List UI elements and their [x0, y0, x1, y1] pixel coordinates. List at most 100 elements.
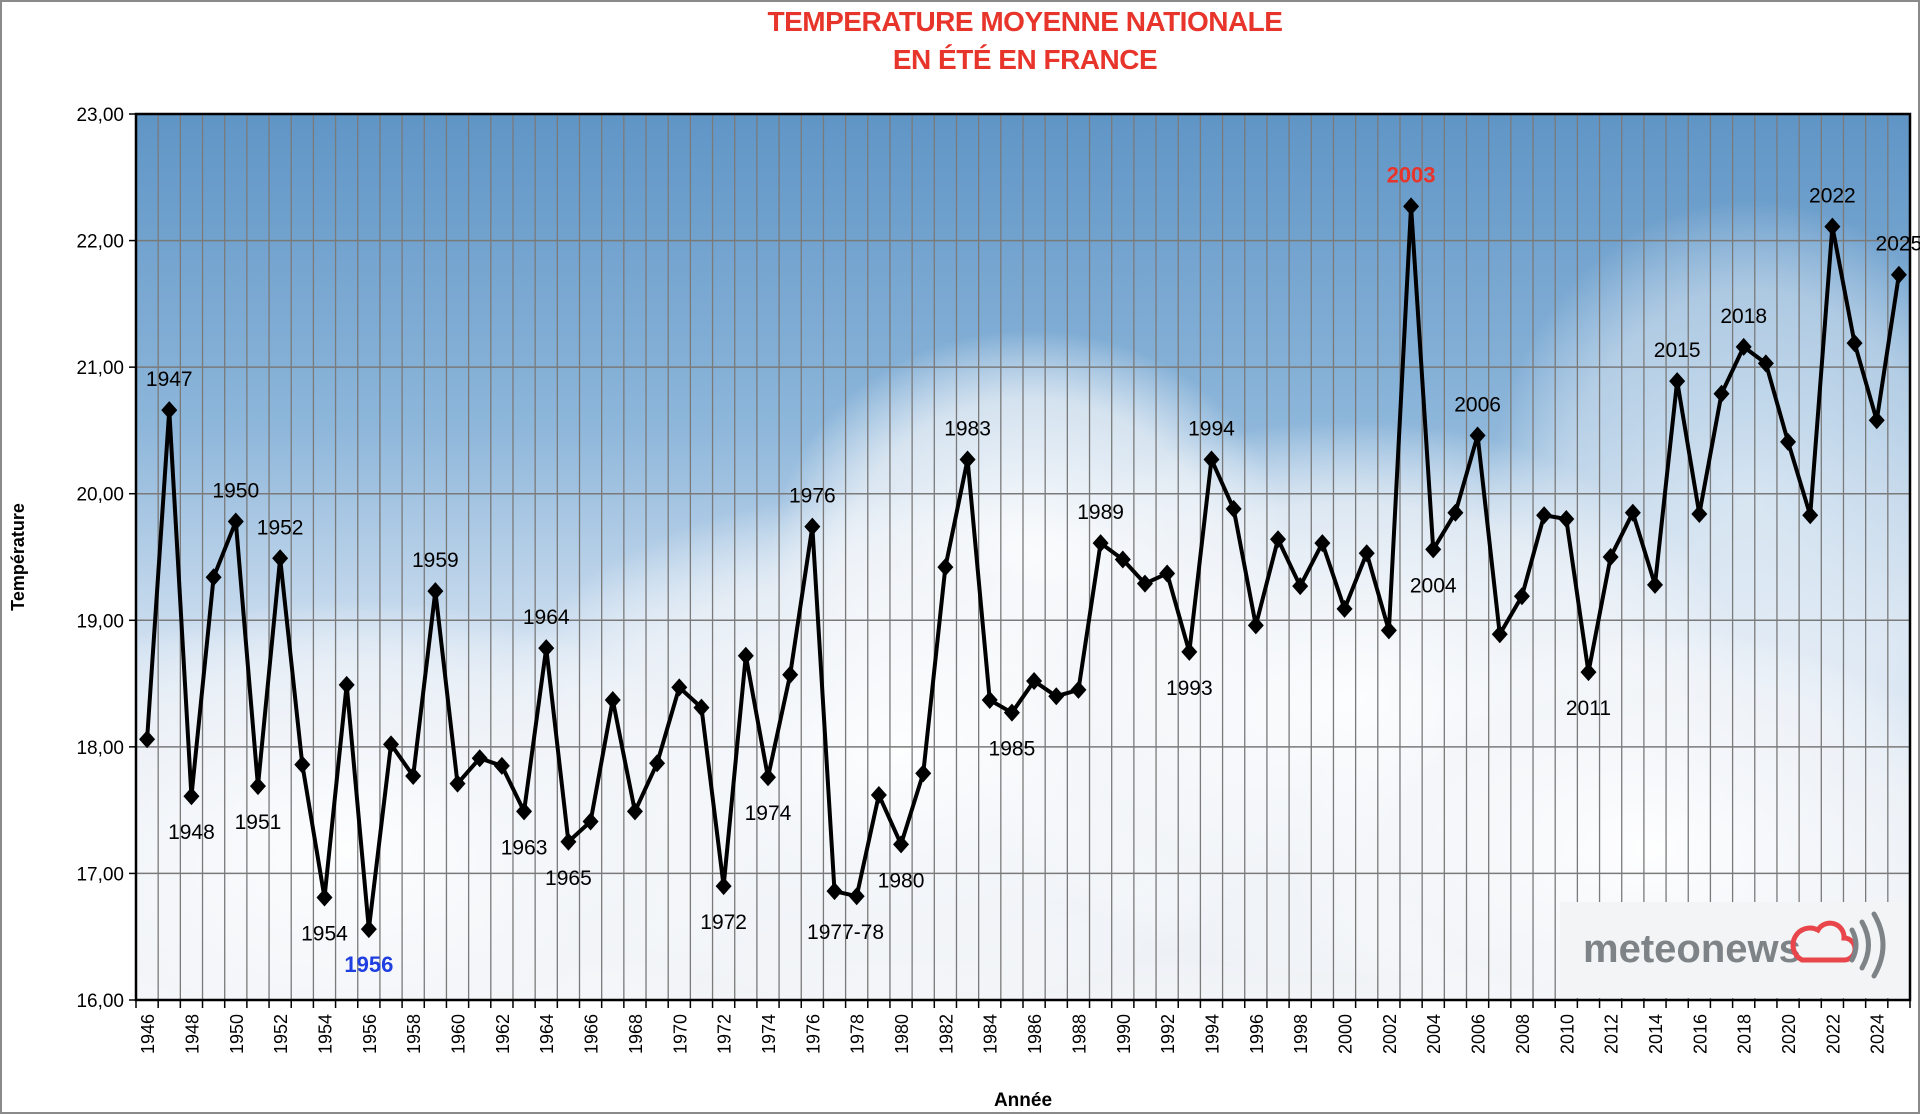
x-tick-label: 1958 — [404, 1014, 424, 1054]
data-point-1998 — [1292, 577, 1309, 596]
data-point-1956 — [360, 920, 377, 939]
annotation-2011: 2011 — [1566, 697, 1611, 720]
x-tick-label: 1994 — [1202, 1014, 1222, 1054]
data-point-1969 — [649, 754, 666, 773]
x-tick-label: 2010 — [1557, 1014, 1577, 1054]
data-point-1968 — [626, 802, 643, 821]
x-tick-label: 2016 — [1690, 1014, 1710, 1054]
data-point-1958 — [405, 766, 422, 785]
data-point-1975 — [782, 665, 799, 684]
data-point-2022 — [1824, 217, 1841, 236]
data-point-1967 — [604, 691, 621, 710]
annotation-1956: 1956 — [344, 952, 393, 977]
data-point-1986 — [1026, 672, 1043, 691]
data-point-1996 — [1247, 616, 1264, 635]
data-point-2019 — [1757, 354, 1774, 373]
data-point-2006 — [1469, 426, 1486, 445]
annotation-1974: 1974 — [745, 802, 792, 825]
data-point-1990 — [1114, 550, 1131, 569]
data-point-2024 — [1868, 411, 1885, 430]
x-tick-label: 2006 — [1469, 1014, 1489, 1054]
x-tick-label: 1952 — [271, 1014, 291, 1054]
data-point-1962 — [493, 756, 510, 775]
x-tick-label: 2018 — [1735, 1014, 1755, 1054]
data-point-1991 — [1136, 574, 1153, 593]
data-point-2020 — [1780, 432, 1797, 451]
x-tick-label: 1956 — [360, 1014, 380, 1054]
data-point-2013 — [1624, 503, 1641, 522]
data-point-1972 — [715, 877, 732, 896]
data-point-1994 — [1203, 450, 1220, 469]
annotation-1950: 1950 — [212, 480, 259, 503]
axes: 16,00 17,00 18,00 19,00 20,00 21,00 22,00 23,00… — [76, 105, 1912, 1054]
chart-title-line2: EN ÉTÉ EN FRANCE — [892, 44, 1158, 75]
data-point-1953 — [294, 755, 311, 774]
data-point-1965 — [560, 832, 577, 851]
y-axis-label: Température — [8, 503, 28, 611]
y-tick-label: 23,00 — [76, 105, 124, 126]
data-point-1978 — [848, 887, 865, 906]
data-point-1982 — [937, 558, 954, 577]
data-point-2021 — [1802, 506, 1819, 525]
y-tick-label: 20,00 — [76, 485, 124, 506]
data-point-2009 — [1536, 506, 1553, 525]
x-tick-label: 2020 — [1779, 1014, 1799, 1054]
annotation-1952: 1952 — [257, 516, 304, 539]
data-point-1952 — [272, 549, 289, 568]
annotation-2025: 2025 — [1876, 233, 1920, 256]
data-point-1988 — [1070, 680, 1087, 699]
data-point-1977 — [826, 882, 843, 901]
temperature-series — [139, 197, 1907, 939]
annotation-1976: 1976 — [789, 485, 836, 508]
data-point-2014 — [1646, 575, 1663, 594]
annotation-1965: 1965 — [545, 867, 592, 890]
chart-title-line1: TEMPERATURE MOYENNE NATIONALE — [767, 6, 1283, 37]
signal-waves-icon — [1849, 911, 1886, 979]
data-point-1957 — [383, 735, 400, 754]
data-point-1951 — [249, 777, 266, 796]
x-tick-label: 1990 — [1114, 1014, 1134, 1054]
data-point-2016 — [1691, 504, 1708, 523]
data-point-2018 — [1735, 337, 1752, 356]
data-point-1989 — [1092, 534, 1109, 553]
annotation-1951: 1951 — [235, 811, 282, 834]
data-point-1966 — [582, 812, 599, 831]
x-tick-label: 1984 — [981, 1014, 1001, 1054]
x-tick-label: 1946 — [138, 1014, 158, 1054]
x-tick-label: 2004 — [1424, 1014, 1444, 1054]
data-point-2003 — [1403, 197, 1420, 216]
y-tick-label: 21,00 — [76, 358, 124, 379]
x-tick-label: 1968 — [626, 1014, 646, 1054]
data-point-1980 — [893, 835, 910, 854]
annotations: 1947 1948 1950 1951 1952 1954 1956 1959 1963 1964… — [146, 162, 1920, 977]
x-axis-label: Année — [994, 1090, 1052, 1111]
data-point-1954 — [316, 888, 333, 907]
y-tick-label: 17,00 — [76, 864, 124, 885]
data-point-2007 — [1491, 625, 1508, 644]
x-tick-label: 2000 — [1336, 1014, 1356, 1054]
data-point-1981 — [915, 764, 932, 783]
plot-border — [134, 112, 1912, 1002]
y-tick-label: 16,00 — [76, 991, 124, 1012]
x-tick-label: 1986 — [1025, 1014, 1045, 1054]
logo-text: meteonews — [1583, 927, 1801, 971]
annotation-1964: 1964 — [523, 606, 570, 629]
data-point-1979 — [870, 785, 887, 804]
x-tick-label: 1954 — [315, 1014, 335, 1054]
annotation-1985: 1985 — [989, 738, 1036, 761]
annotation-1963: 1963 — [501, 836, 548, 859]
annotation-1989: 1989 — [1077, 501, 1124, 524]
data-point-2017 — [1713, 384, 1730, 403]
data-point-2005 — [1447, 503, 1464, 522]
annotation-2022: 2022 — [1809, 185, 1856, 208]
annotation-2018: 2018 — [1720, 305, 1767, 328]
data-point-1973 — [737, 646, 754, 665]
x-tick-label: 1982 — [936, 1014, 956, 1054]
annotation-1959: 1959 — [412, 549, 459, 572]
x-tick-label: 2002 — [1380, 1014, 1400, 1054]
annotation-1948: 1948 — [168, 821, 215, 844]
x-tick-label: 1970 — [670, 1014, 690, 1054]
x-tick-label: 1978 — [848, 1014, 868, 1054]
annotation-1954: 1954 — [301, 922, 348, 945]
